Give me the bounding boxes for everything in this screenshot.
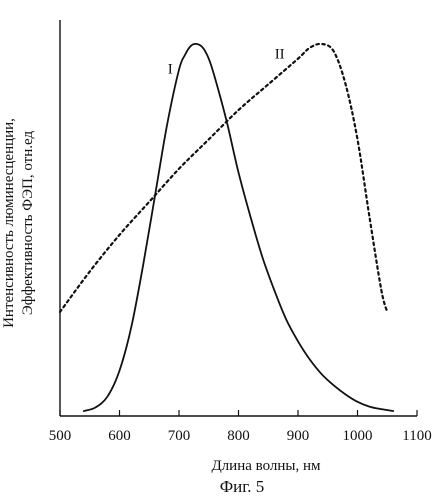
x-tick-label: 1000 [343,428,373,444]
x-tick-label: 800 [227,428,250,444]
x-axis-ticks: 500 600 700 800 900 1000 1100 [49,410,432,444]
x-axis-title: Длина волны, нм [211,458,321,474]
y-axis-title-line1: Интенсивность люминесценции, [1,118,17,328]
x-tick-label: 600 [108,428,131,444]
chart-curves [58,42,395,412]
x-tick-label: 500 [49,428,72,444]
chart-axes [59,20,417,417]
y-axis-title-line2: Эффективность ФЭП, отн.ед [20,131,36,316]
x-tick-label: 700 [168,428,191,444]
curve-label-1: I [168,61,173,77]
series-line-2 [58,42,389,314]
series-line-1 [82,42,395,412]
x-tick-label: 900 [287,428,310,444]
curve-label-2: II [275,47,285,63]
curve-labels: III [168,47,285,78]
figure-caption: Фиг. 5 [220,477,265,496]
x-tick-label: 1100 [402,428,431,444]
